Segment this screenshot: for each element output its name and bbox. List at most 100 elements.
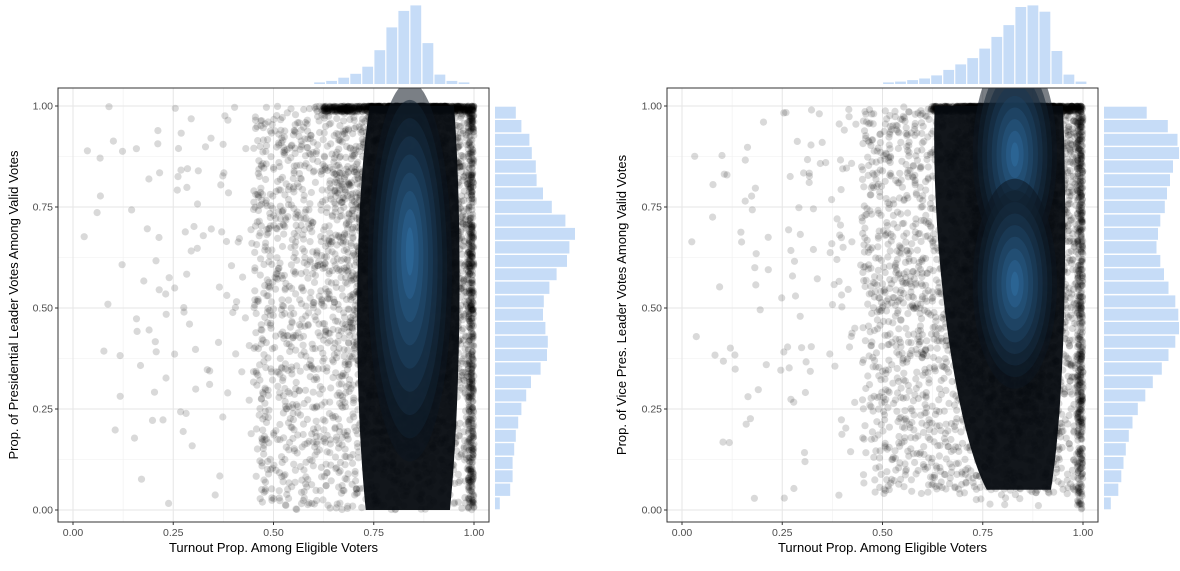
- scatter-point: [458, 110, 466, 118]
- scatter-point: [252, 309, 260, 318]
- scatter-point: [339, 128, 347, 136]
- scatter-point: [304, 476, 312, 484]
- scatter-point: [291, 478, 299, 486]
- scatter-point: [297, 270, 305, 278]
- scatter-point: [297, 126, 305, 134]
- scatter-point: [347, 385, 355, 393]
- scatter-point: [302, 206, 310, 214]
- scatter-point: [257, 122, 265, 130]
- scatter-point: [465, 415, 473, 423]
- scatter-point: [233, 298, 241, 306]
- scatter-point: [450, 500, 458, 508]
- scatter-point: [257, 222, 265, 230]
- scatter-point: [337, 198, 345, 206]
- scatter-point: [462, 220, 470, 228]
- scatter-point: [464, 495, 472, 503]
- scatter-point: [301, 440, 309, 448]
- scatter-point: [337, 402, 345, 410]
- scatter-point: [320, 104, 328, 112]
- scatter-point: [281, 286, 289, 294]
- scatter-point: [309, 248, 317, 256]
- scatter-point: [341, 475, 349, 483]
- scatter-point: [348, 353, 356, 361]
- scatter-point: [277, 363, 286, 372]
- scatter-point: [461, 382, 470, 390]
- scatter-point: [468, 239, 476, 247]
- scatter-point: [331, 412, 339, 421]
- scatter-point: [250, 144, 258, 152]
- scatter-point: [331, 339, 339, 347]
- scatter-point: [248, 239, 256, 247]
- scatter-point: [460, 444, 468, 452]
- scatter-point: [263, 276, 271, 284]
- scatter-point: [461, 450, 469, 459]
- scatter-point: [288, 424, 296, 432]
- scatter-point: [309, 298, 317, 307]
- scatter-point: [331, 200, 339, 208]
- scatter-point: [292, 238, 300, 246]
- scatter-point: [352, 477, 360, 485]
- scatter-point: [461, 499, 469, 507]
- scatter-point: [345, 305, 353, 313]
- scatter-point: [288, 284, 296, 292]
- scatter-point: [275, 487, 283, 495]
- scatter-point: [323, 367, 331, 375]
- scatter-point: [313, 402, 321, 410]
- scatter-point: [466, 183, 474, 191]
- scatter-point: [310, 278, 319, 286]
- scatter-point: [262, 199, 270, 207]
- scatter-point: [467, 384, 475, 392]
- scatter-point: [463, 360, 471, 368]
- scatter-point: [174, 144, 183, 153]
- scatter-point: [260, 289, 268, 297]
- scatter-point: [307, 288, 315, 296]
- scatter-point: [318, 295, 326, 304]
- scatter-point: [299, 235, 308, 243]
- scatter-point: [254, 169, 262, 177]
- scatter-point: [464, 418, 472, 426]
- scatter-point: [285, 494, 293, 503]
- scatter-point: [325, 120, 333, 128]
- scatter-point: [318, 252, 326, 260]
- scatter-point: [326, 436, 334, 444]
- scatter-point: [336, 233, 344, 241]
- scatter-point: [348, 291, 356, 299]
- scatter-point: [454, 498, 462, 506]
- scatter-point: [278, 208, 286, 216]
- scatter-point: [283, 340, 291, 348]
- scatter-point: [285, 183, 293, 191]
- scatter-point: [272, 274, 280, 282]
- scatter-point: [326, 229, 334, 237]
- scatter-point: [298, 283, 306, 291]
- scatter-point: [346, 144, 355, 152]
- scatter-point: [346, 144, 354, 152]
- scatter-point: [109, 137, 117, 145]
- scatter-point: [463, 119, 471, 127]
- scatter-point: [259, 388, 267, 397]
- scatter-point: [467, 296, 475, 304]
- scatter-point: [308, 340, 316, 348]
- scatter-point: [348, 201, 356, 209]
- scatter-point: [333, 216, 341, 224]
- scatter-point: [284, 213, 292, 221]
- scatter-point: [256, 457, 264, 465]
- scatter-point: [257, 326, 265, 334]
- scatter-point: [324, 186, 332, 194]
- scatter-point: [264, 413, 272, 421]
- scatter-point: [306, 456, 314, 464]
- scatter-point: [342, 126, 350, 134]
- scatter-point: [324, 339, 332, 347]
- scatter-point: [275, 469, 284, 477]
- scatter-point: [330, 298, 338, 306]
- scatter-point: [335, 344, 343, 352]
- scatter-point: [323, 142, 331, 150]
- scatter-point: [462, 225, 470, 233]
- scatter-point: [286, 347, 294, 355]
- scatter-point: [330, 132, 338, 140]
- scatter-point: [336, 169, 344, 177]
- scatter-point: [292, 221, 300, 229]
- scatter-point: [289, 400, 297, 409]
- scatter-point: [256, 405, 264, 413]
- scatter-point: [341, 186, 349, 194]
- scatter-point: [340, 346, 348, 354]
